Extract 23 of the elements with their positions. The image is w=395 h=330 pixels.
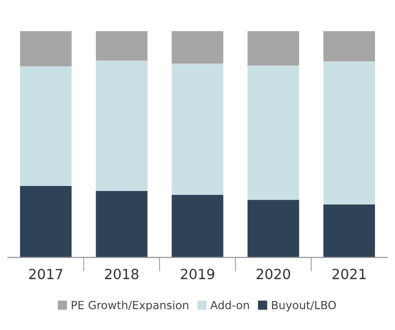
- bar: [323, 31, 375, 62]
- x-tick-label: 2017: [29, 268, 62, 280]
- bar: [323, 61, 375, 204]
- bar: [323, 204, 375, 258]
- bar: [248, 31, 300, 66]
- bar: [172, 31, 224, 64]
- bar: [172, 194, 224, 258]
- x-tick-label: 2021: [332, 268, 366, 280]
- bar: [248, 66, 300, 200]
- bar: [20, 186, 72, 258]
- x-tick-label: 2019: [180, 268, 214, 280]
- legend-label: Add-on: [210, 300, 249, 310]
- bar: [20, 66, 72, 186]
- bar: [96, 190, 148, 258]
- bar: [20, 31, 72, 66]
- x-tick-label: 2020: [256, 268, 290, 280]
- bar: [96, 31, 148, 61]
- bar: [248, 200, 300, 258]
- x-tick-label: 2018: [105, 268, 138, 280]
- bar: [172, 63, 224, 195]
- legend-label: PE Growth/Expansion: [72, 300, 188, 312]
- bar: [96, 60, 148, 191]
- legend-label: Buyout/LBO: [272, 300, 336, 312]
